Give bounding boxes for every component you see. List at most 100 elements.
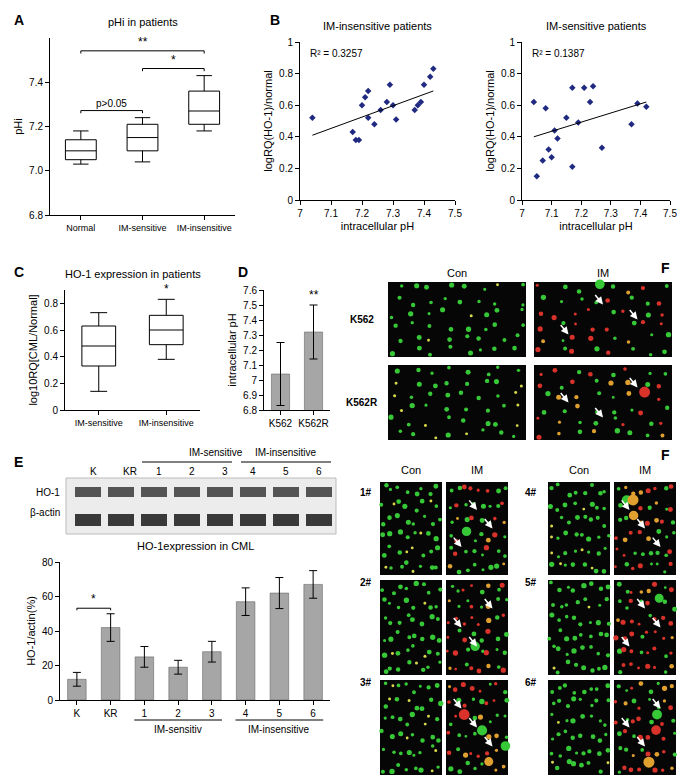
svg-text:6.8: 6.8 — [29, 210, 43, 221]
svg-text:7.4: 7.4 — [633, 208, 647, 219]
svg-text:K: K — [90, 466, 97, 477]
svg-text:2: 2 — [189, 466, 195, 477]
svg-text:HO-1: HO-1 — [36, 487, 60, 498]
svg-text:K562: K562 — [269, 418, 293, 429]
svg-text:5#: 5# — [525, 577, 537, 588]
svg-text:7.2: 7.2 — [29, 121, 43, 132]
svg-text:B: B — [270, 12, 280, 28]
svg-text:*: * — [91, 592, 96, 606]
svg-text:4: 4 — [243, 708, 249, 719]
svg-text:*: * — [164, 282, 169, 296]
svg-text:7.5: 7.5 — [448, 208, 462, 219]
svg-text:3#: 3# — [360, 677, 372, 688]
svg-text:6.8: 6.8 — [243, 405, 257, 416]
svg-text:7.4: 7.4 — [29, 77, 43, 88]
svg-text:IM-insensitive: IM-insensitive — [139, 418, 194, 428]
svg-text:IM: IM — [471, 464, 483, 476]
svg-text:7.2: 7.2 — [355, 208, 369, 219]
svg-text:5: 5 — [277, 708, 283, 719]
svg-text:HO-1/actin(%): HO-1/actin(%) — [25, 596, 37, 666]
svg-text:7.5: 7.5 — [243, 300, 257, 311]
svg-text:7.3: 7.3 — [386, 208, 400, 219]
svg-text:7.2: 7.2 — [243, 345, 257, 356]
svg-text:D: D — [238, 264, 248, 280]
svg-text:intracellular pH: intracellular pH — [341, 220, 414, 232]
svg-text:pHi: pHi — [12, 118, 24, 135]
svg-text:HO-1expression in CML: HO-1expression in CML — [137, 540, 254, 552]
svg-text:IM-insensitive: IM-insensitive — [177, 223, 232, 233]
svg-text:0.4: 0.4 — [279, 131, 293, 142]
svg-text:1: 1 — [156, 466, 162, 477]
svg-text:intracellular pH: intracellular pH — [226, 313, 238, 386]
svg-text:K562R: K562R — [346, 397, 378, 408]
svg-text:E: E — [14, 454, 23, 470]
svg-text:R² = 0.1387: R² = 0.1387 — [532, 48, 585, 59]
svg-text:80: 80 — [42, 557, 54, 568]
svg-text:6: 6 — [316, 466, 322, 477]
svg-text:KR: KR — [104, 708, 118, 719]
svg-text:IM-sensitiv: IM-sensitiv — [154, 724, 202, 735]
svg-text:0: 0 — [52, 405, 58, 416]
svg-text:β-actin: β-actin — [30, 507, 60, 518]
svg-text:7.4: 7.4 — [243, 315, 257, 326]
svg-text:Normal: Normal — [66, 223, 95, 233]
svg-text:IM-sensitive: IM-sensitive — [118, 223, 166, 233]
svg-text:1: 1 — [287, 37, 293, 48]
svg-text:HO-1 expression in patients: HO-1 expression in patients — [65, 268, 201, 280]
svg-text:7.4: 7.4 — [417, 208, 431, 219]
svg-text:R² = 0.3257: R² = 0.3257 — [310, 48, 363, 59]
svg-text:log10RQ[CML/Normal]: log10RQ[CML/Normal] — [27, 294, 39, 405]
svg-text:0.6: 0.6 — [279, 100, 293, 111]
svg-text:6.9: 6.9 — [243, 390, 257, 401]
svg-text:intracellular pH: intracellular pH — [559, 220, 632, 232]
svg-text:0.8: 0.8 — [279, 68, 293, 79]
svg-text:KR: KR — [123, 466, 137, 477]
svg-text:**: ** — [138, 35, 148, 49]
svg-text:0: 0 — [47, 695, 53, 706]
svg-text:F: F — [661, 260, 670, 276]
svg-text:7.3: 7.3 — [604, 208, 618, 219]
svg-text:1: 1 — [142, 708, 148, 719]
svg-text:7.3: 7.3 — [243, 330, 257, 341]
svg-text:3: 3 — [209, 708, 215, 719]
svg-text:0: 0 — [287, 195, 293, 206]
svg-text:logRQ(HO-1)/normal: logRQ(HO-1)/normal — [262, 70, 274, 171]
svg-text:3: 3 — [222, 466, 228, 477]
svg-text:5: 5 — [283, 466, 289, 477]
svg-text:7.0: 7.0 — [29, 165, 43, 176]
svg-text:p>0.05: p>0.05 — [96, 98, 127, 109]
svg-text:IM-sensitive: IM-sensitive — [75, 418, 123, 428]
svg-text:logRQ(HO-1)/normal: logRQ(HO-1)/normal — [484, 70, 496, 171]
svg-text:2: 2 — [175, 708, 181, 719]
svg-text:Con: Con — [401, 464, 421, 476]
svg-text:IM: IM — [597, 267, 609, 279]
svg-text:0.2: 0.2 — [44, 378, 58, 389]
svg-text:40: 40 — [42, 626, 54, 637]
svg-text:0.4: 0.4 — [44, 351, 58, 362]
svg-text:7: 7 — [519, 208, 525, 219]
svg-text:7: 7 — [297, 208, 303, 219]
svg-text:IM-insensitive: IM-insensitive — [255, 447, 317, 458]
svg-text:7.6: 7.6 — [243, 285, 257, 296]
svg-text:4#: 4# — [525, 487, 537, 498]
svg-text:pHi in patients: pHi in patients — [108, 16, 178, 28]
svg-text:A: A — [14, 12, 24, 28]
svg-text:F: F — [661, 447, 670, 463]
svg-text:**: ** — [309, 288, 319, 302]
svg-text:7.1: 7.1 — [243, 360, 257, 371]
svg-text:7.1: 7.1 — [324, 208, 338, 219]
svg-text:0: 0 — [509, 195, 515, 206]
svg-text:Con: Con — [569, 464, 589, 476]
svg-text:0.2: 0.2 — [501, 163, 515, 174]
svg-text:*: * — [171, 53, 176, 67]
svg-text:K562: K562 — [350, 314, 374, 325]
svg-text:IM-sensitive patients: IM-sensitive patients — [546, 20, 647, 32]
svg-text:0.4: 0.4 — [501, 131, 515, 142]
svg-text:7.5: 7.5 — [663, 208, 677, 219]
svg-text:0.8: 0.8 — [44, 298, 58, 309]
svg-text:C: C — [14, 264, 24, 280]
svg-text:4: 4 — [250, 466, 256, 477]
svg-text:IM-sensitive: IM-sensitive — [189, 447, 243, 458]
svg-text:1#: 1# — [360, 487, 372, 498]
svg-text:6#: 6# — [525, 677, 537, 688]
